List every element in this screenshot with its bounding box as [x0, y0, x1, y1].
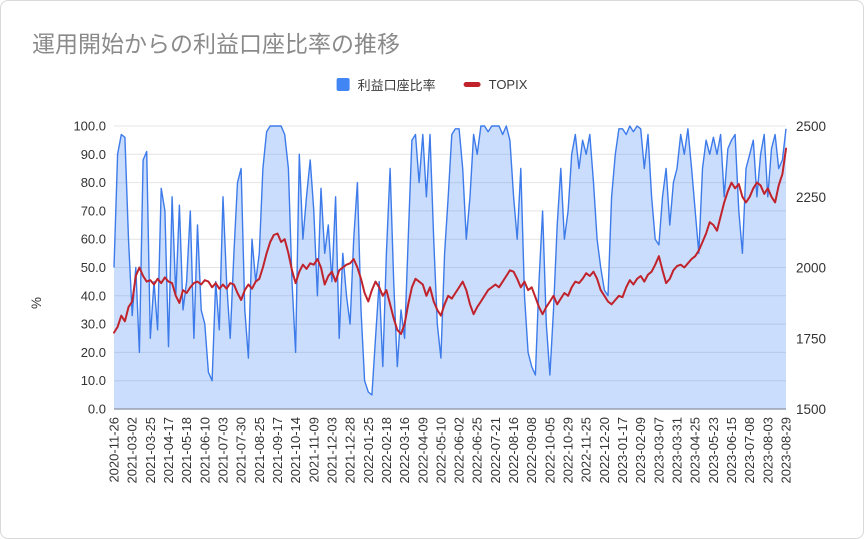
x-axis-tick-label: 2021-07-30 — [234, 417, 249, 484]
x-axis-tick-label: 2021-03-25 — [143, 417, 158, 484]
right-axis-tick-label: 2000 — [796, 261, 826, 276]
x-axis-tick-label: 2021-06-10 — [197, 417, 212, 484]
x-axis-tick-label: 2022-06-02 — [452, 417, 467, 484]
x-axis-tick-label: 2021-07-03 — [215, 417, 230, 484]
x-axis-tick-label: 2023-06-15 — [724, 417, 739, 484]
x-axis-tick-label: 2022-03-16 — [397, 417, 412, 484]
x-axis-tick-label: 2022-10-05 — [542, 417, 557, 484]
x-axis-tick-label: 2022-04-09 — [415, 417, 430, 484]
x-axis-tick-label: 2021-10-14 — [288, 417, 303, 484]
y-axis-tick-label: 50.0 — [81, 260, 106, 275]
topix-line — [113, 147, 787, 335]
legend-item-topix[interactable]: TOPIX — [463, 77, 528, 92]
x-axis-tick-label: 2023-07-08 — [742, 417, 757, 484]
y-axis-tick-label: 90.0 — [81, 147, 106, 162]
right-axis-tick-label: 2250 — [796, 190, 826, 205]
y-axis-tick-label: 40.0 — [81, 288, 106, 303]
x-axis-tick-label: 2021-12-28 — [343, 417, 358, 484]
x-axis-tick-label: 2021-03-02 — [125, 417, 140, 484]
x-axis-tick-label: 2021-05-18 — [179, 417, 194, 484]
legend-item-ratio[interactable]: 利益口座比率 — [336, 75, 436, 94]
ratio-area-fill — [114, 126, 786, 409]
x-axis-tick-label: 2022-06-25 — [470, 417, 485, 484]
ratio-series-swatch-icon — [336, 78, 350, 91]
y-axis-tick-label: 100.0 — [73, 119, 106, 134]
y-axis-tick-label: 10.0 — [81, 373, 106, 388]
ratio-area-line — [113, 125, 787, 396]
x-axis-tick-label: 2021-04-17 — [161, 417, 176, 484]
x-axis-tick-label: 2023-03-31 — [670, 417, 685, 484]
x-axis-tick-label: 2021-08-25 — [252, 417, 267, 484]
x-axis-tick-label: 2022-09-08 — [524, 417, 539, 484]
y-axis-tick-label: 30.0 — [81, 317, 106, 332]
x-axis-tick-label: 2021-12-03 — [324, 417, 339, 484]
x-axis-tick-label: 2021-09-17 — [270, 417, 285, 484]
x-axis-tick-label: 2023-02-09 — [633, 417, 648, 484]
topix-series-swatch-icon — [463, 82, 481, 87]
y-axis-tick-label: 80.0 — [81, 175, 106, 190]
y-axis-tick-label: 60.0 — [81, 232, 106, 247]
x-axis-tick-label: 2023-04-25 — [688, 417, 703, 484]
right-axis-tick-label: 1500 — [796, 402, 826, 417]
chart-title: 運用開始からの利益口座比率の推移 — [32, 31, 400, 57]
x-axis-tick-label: 2023-05-23 — [706, 417, 721, 484]
x-axis-tick-label: 2023-08-29 — [779, 417, 794, 484]
left-axis-title: % — [29, 297, 44, 309]
x-axis-tick-label: 2022-02-18 — [379, 417, 394, 484]
x-axis-tick-label: 2020-11-26 — [107, 417, 122, 483]
right-axis-tick-label: 1750 — [796, 331, 826, 346]
y-axis-tick-label: 20.0 — [81, 345, 106, 360]
x-axis-tick-label: 2021-11-09 — [306, 417, 321, 483]
x-axis-tick-label: 2022-05-10 — [433, 417, 448, 484]
x-axis-tick-label: 2023-08-03 — [760, 417, 775, 484]
right-axis-tick-label: 2500 — [796, 119, 826, 134]
x-axis-tick-label: 2022-12-20 — [597, 417, 612, 484]
legend-label-topix: TOPIX — [488, 77, 528, 92]
x-axis-tick-label: 2022-10-29 — [561, 417, 576, 484]
y-axis-tick-label: 70.0 — [81, 203, 106, 218]
x-axis-tick-label: 2022-01-25 — [361, 417, 376, 484]
chart-legend: 利益口座比率 TOPIX — [336, 75, 528, 94]
legend-label-ratio: 利益口座比率 — [357, 78, 436, 93]
x-axis-tick-label: 2022-11-25 — [579, 417, 594, 483]
x-axis-tick-label: 2023-01-17 — [615, 417, 630, 484]
x-axis-tick-label: 2022-07-21 — [488, 417, 503, 484]
x-axis-tick-label: 2023-03-07 — [651, 417, 666, 484]
y-axis-tick-label: 0.0 — [88, 402, 106, 417]
x-axis-tick-label: 2022-08-16 — [506, 417, 521, 484]
